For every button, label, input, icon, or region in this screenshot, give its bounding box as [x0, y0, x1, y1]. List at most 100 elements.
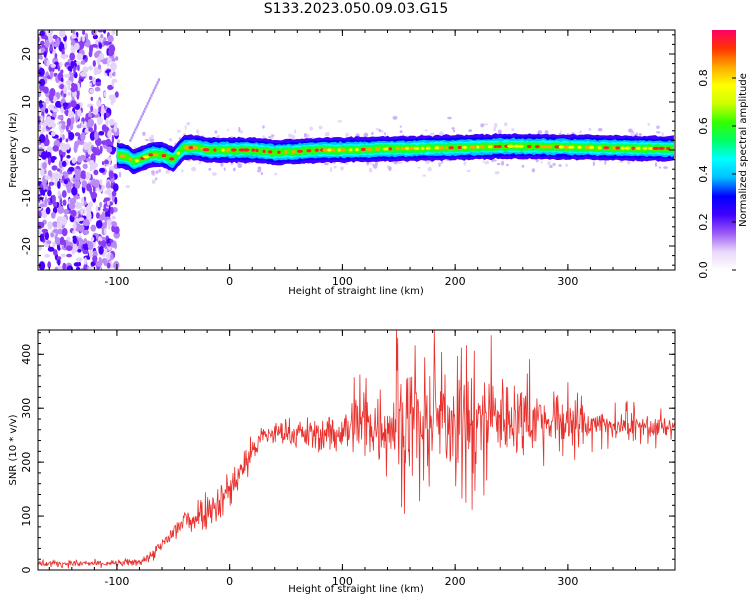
noise-blob: [79, 71, 87, 77]
signal-peak: [134, 159, 139, 163]
noise-blob: [87, 118, 95, 128]
spectral-scatter: [326, 131, 330, 135]
noise-blob: [103, 140, 110, 144]
noise-blob: [38, 211, 42, 218]
streak-dot: [147, 99, 151, 103]
spectral-scatter: [262, 135, 265, 139]
noise-blob: [46, 146, 53, 153]
streak-dot: [149, 96, 152, 100]
noise-blob: [113, 124, 118, 133]
noise-blob: [114, 226, 120, 235]
spectral-scatter: [438, 163, 441, 167]
noise-blob: [43, 101, 47, 111]
spectrogram-x-tick-label: 100: [332, 275, 353, 288]
spectral-scatter: [151, 170, 155, 175]
noise-blob: [80, 208, 84, 216]
noise-blob: [54, 235, 58, 241]
spectral-scatter: [424, 129, 428, 132]
colorbar-tick-label: 0.0: [697, 261, 710, 279]
noise-blob: [103, 30, 106, 34]
spectrogram-y-label: Frequency (Hz): [8, 112, 19, 188]
noise-blob: [89, 180, 96, 186]
spectrogram-x-tick-label: 300: [557, 275, 578, 288]
spectral-scatter: [345, 132, 349, 137]
noise-blob: [59, 30, 66, 38]
spectrogram-y-tick-label: -10: [20, 189, 33, 207]
noise-blob: [82, 30, 86, 35]
spectral-scatter: [196, 129, 200, 134]
noise-blob: [61, 228, 68, 237]
spectral-scatter: [597, 128, 603, 132]
snr-x-tick-label: 100: [332, 575, 353, 588]
spectral-scatter: [638, 133, 642, 136]
noise-blob: [100, 34, 104, 39]
signal-band-layer-5: [116, 142, 674, 165]
noise-blob: [73, 248, 79, 253]
noise-blob: [100, 240, 107, 248]
spectrogram-x-tick-label: 200: [445, 275, 466, 288]
spectral-scatter: [345, 162, 349, 165]
noise-blob: [87, 141, 93, 147]
noise-blob: [78, 224, 85, 232]
noise-blob: [85, 157, 91, 162]
noise-blob: [47, 261, 52, 269]
noise-blob: [57, 168, 60, 172]
noise-blob: [93, 179, 101, 188]
spectral-scatter: [257, 169, 262, 173]
spectral-scatter: [117, 139, 121, 144]
noise-blob: [63, 179, 68, 185]
noise-blob: [89, 164, 93, 172]
spectral-scatter: [492, 159, 497, 162]
noise-blob: [113, 260, 120, 270]
noise-blob: [99, 167, 105, 173]
signal-peak: [314, 148, 319, 152]
spectral-scatter: [257, 166, 262, 171]
signal-peak: [327, 148, 332, 152]
noise-blob: [65, 138, 69, 143]
noise-blob: [63, 85, 67, 94]
noise-blob: [76, 239, 79, 247]
noise-blob: [88, 127, 93, 132]
noise-blob: [64, 40, 68, 50]
noise-blob: [107, 180, 110, 190]
spectral-scatter: [142, 131, 146, 136]
noise-blob: [86, 210, 92, 219]
noise-blob: [77, 64, 80, 72]
spectral-scatter: [565, 163, 568, 167]
noise-blob: [103, 112, 107, 121]
signal-peak: [243, 148, 250, 152]
spectral-scatter: [149, 137, 155, 143]
spectral-scatter: [482, 160, 485, 163]
colorbar-tick-label: 0.2: [697, 213, 710, 231]
snr-x-ticks: -100 0 100 200 300: [48, 330, 659, 588]
spectral-scatter: [630, 132, 634, 136]
noise-blob: [52, 145, 59, 152]
noise-blob: [62, 102, 69, 108]
noise-blob: [103, 203, 107, 211]
figure-title: S133.2023.050.09.03.G15: [263, 1, 449, 17]
signal-peak: [405, 146, 410, 150]
snr-y-tick-label: 200: [20, 452, 33, 473]
noise-blob: [110, 206, 114, 215]
spectral-scatter: [214, 130, 218, 134]
spectral-scatter: [239, 130, 244, 134]
spectrogram-y-tick-label: -20: [20, 237, 33, 255]
signal-peak: [365, 147, 373, 151]
noise-blob: [38, 261, 46, 270]
signal-peak: [476, 145, 480, 149]
noise-blob: [40, 221, 45, 228]
spectral-scatter: [647, 122, 650, 126]
signal-peak: [128, 157, 133, 161]
noise-blob: [74, 42, 80, 51]
spectral-scatter: [384, 132, 386, 136]
spectral-scatter: [260, 172, 263, 176]
noise-blob: [73, 65, 76, 75]
noise-blob: [56, 256, 62, 260]
noise-blob: [112, 71, 116, 77]
noise-blob: [103, 41, 110, 46]
spectral-scatter: [437, 161, 443, 165]
noise-blob: [68, 166, 75, 172]
spectral-scatter: [422, 174, 427, 177]
noise-blob: [103, 221, 108, 227]
noise-blob: [107, 242, 111, 247]
